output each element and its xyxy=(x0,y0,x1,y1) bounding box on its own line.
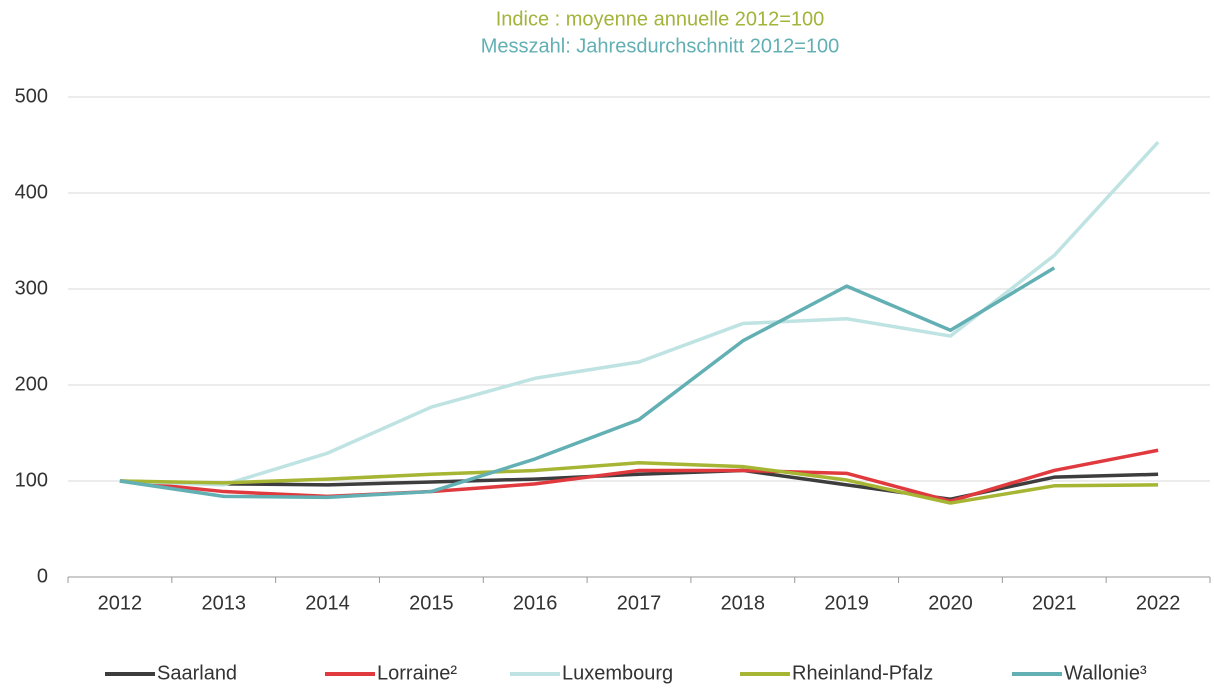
x-tick-label: 2018 xyxy=(721,592,766,614)
x-tick-label: 2019 xyxy=(824,592,869,614)
x-tick-label: 2017 xyxy=(617,592,662,614)
chart-title: Indice : moyenne annuelle 2012=100 xyxy=(496,8,825,30)
series-line xyxy=(119,461,1159,505)
x-tick-label: 2016 xyxy=(513,592,558,614)
legend-label: Wallonie³ xyxy=(1064,662,1147,684)
y-tick-label: 400 xyxy=(15,181,48,203)
series-line xyxy=(119,140,1160,487)
series-line xyxy=(119,266,1056,500)
y-tick-label: 300 xyxy=(15,277,48,299)
x-tick-label: 2012 xyxy=(98,592,143,614)
x-tick-label: 2015 xyxy=(409,592,454,614)
y-tick-label: 200 xyxy=(15,373,48,395)
x-tick-label: 2020 xyxy=(928,592,973,614)
x-tick-label: 2022 xyxy=(1136,592,1181,614)
x-tick-label: 2021 xyxy=(1032,592,1077,614)
y-tick-label: 0 xyxy=(37,565,48,587)
chart-subtitle: Messzahl: Jahresdurchschnitt 2012=100 xyxy=(481,35,840,57)
y-tick-label: 500 xyxy=(15,85,48,107)
legend-label: Saarland xyxy=(157,662,237,684)
series-line xyxy=(119,448,1159,503)
legend-label: Rheinland-Pfalz xyxy=(792,662,933,684)
legend-label: Luxembourg xyxy=(562,662,673,684)
x-tick-label: 2014 xyxy=(305,592,350,614)
legend-label: Lorraine² xyxy=(377,662,457,684)
x-tick-label: 2013 xyxy=(201,592,246,614)
y-tick-label: 100 xyxy=(15,469,48,491)
